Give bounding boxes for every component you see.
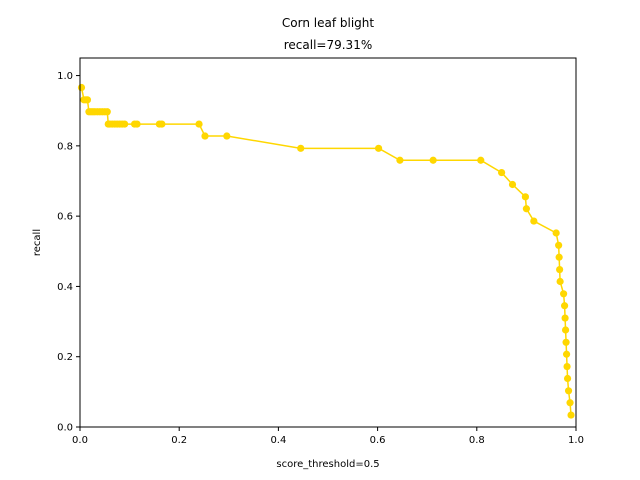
y-tick-label: 0.4	[57, 282, 73, 293]
data-point	[555, 241, 563, 249]
y-axis: 0.0 0.2 0.4 0.6 0.8 1.0	[57, 71, 80, 434]
y-axis-label: recall	[32, 229, 43, 256]
data-point	[374, 144, 383, 152]
data-point	[103, 108, 111, 116]
data-point	[498, 168, 506, 177]
data-point	[508, 180, 517, 189]
chart-subtitle: recall=79.31%	[284, 38, 372, 52]
data-point	[556, 265, 564, 274]
data-point	[477, 156, 485, 164]
y-tick-label: 1.0	[57, 71, 73, 82]
data-point	[563, 362, 571, 371]
data-point	[560, 290, 568, 298]
data-point	[158, 120, 166, 128]
data-point	[552, 229, 560, 237]
data-point	[566, 399, 574, 407]
data-point	[522, 205, 531, 213]
data-point	[83, 96, 92, 104]
x-tick-label: 0.2	[171, 435, 187, 446]
x-tick-label: 0.0	[72, 435, 88, 446]
x-tick-label: 0.8	[469, 435, 485, 446]
data-point	[556, 277, 564, 286]
data-point	[521, 193, 530, 201]
chart-title: Corn leaf blight	[282, 16, 374, 30]
x-axis-label: score_threshold=0.5	[276, 459, 379, 470]
data-point	[223, 132, 231, 140]
plot-frame	[79, 57, 577, 428]
data-point	[429, 156, 437, 164]
data-point	[561, 314, 569, 322]
x-axis: 0.0 0.2 0.4 0.6 0.8 1.0	[72, 427, 584, 446]
y-tick-label: 0.8	[57, 141, 73, 152]
data-point	[562, 338, 570, 346]
data-point	[563, 374, 572, 383]
data-point	[133, 120, 141, 128]
y-tick-label: 0.2	[57, 352, 73, 363]
data-point	[561, 326, 570, 334]
y-tick-label: 0.0	[57, 423, 73, 434]
plot-area	[77, 83, 575, 419]
data-point	[195, 120, 203, 128]
data-point	[530, 217, 538, 225]
data-point	[201, 132, 209, 140]
data-point	[77, 83, 86, 92]
data-point	[560, 302, 569, 310]
data-point	[121, 120, 129, 128]
data-point	[567, 411, 575, 419]
data-point	[396, 156, 404, 164]
x-tick-label: 0.6	[370, 435, 386, 446]
y-tick-label: 0.6	[57, 212, 73, 223]
x-tick-label: 1.0	[568, 435, 584, 446]
data-point	[297, 144, 305, 152]
data-point	[555, 253, 563, 261]
x-tick-label: 0.4	[270, 435, 286, 446]
data-point	[562, 350, 571, 358]
data-point	[564, 387, 573, 395]
